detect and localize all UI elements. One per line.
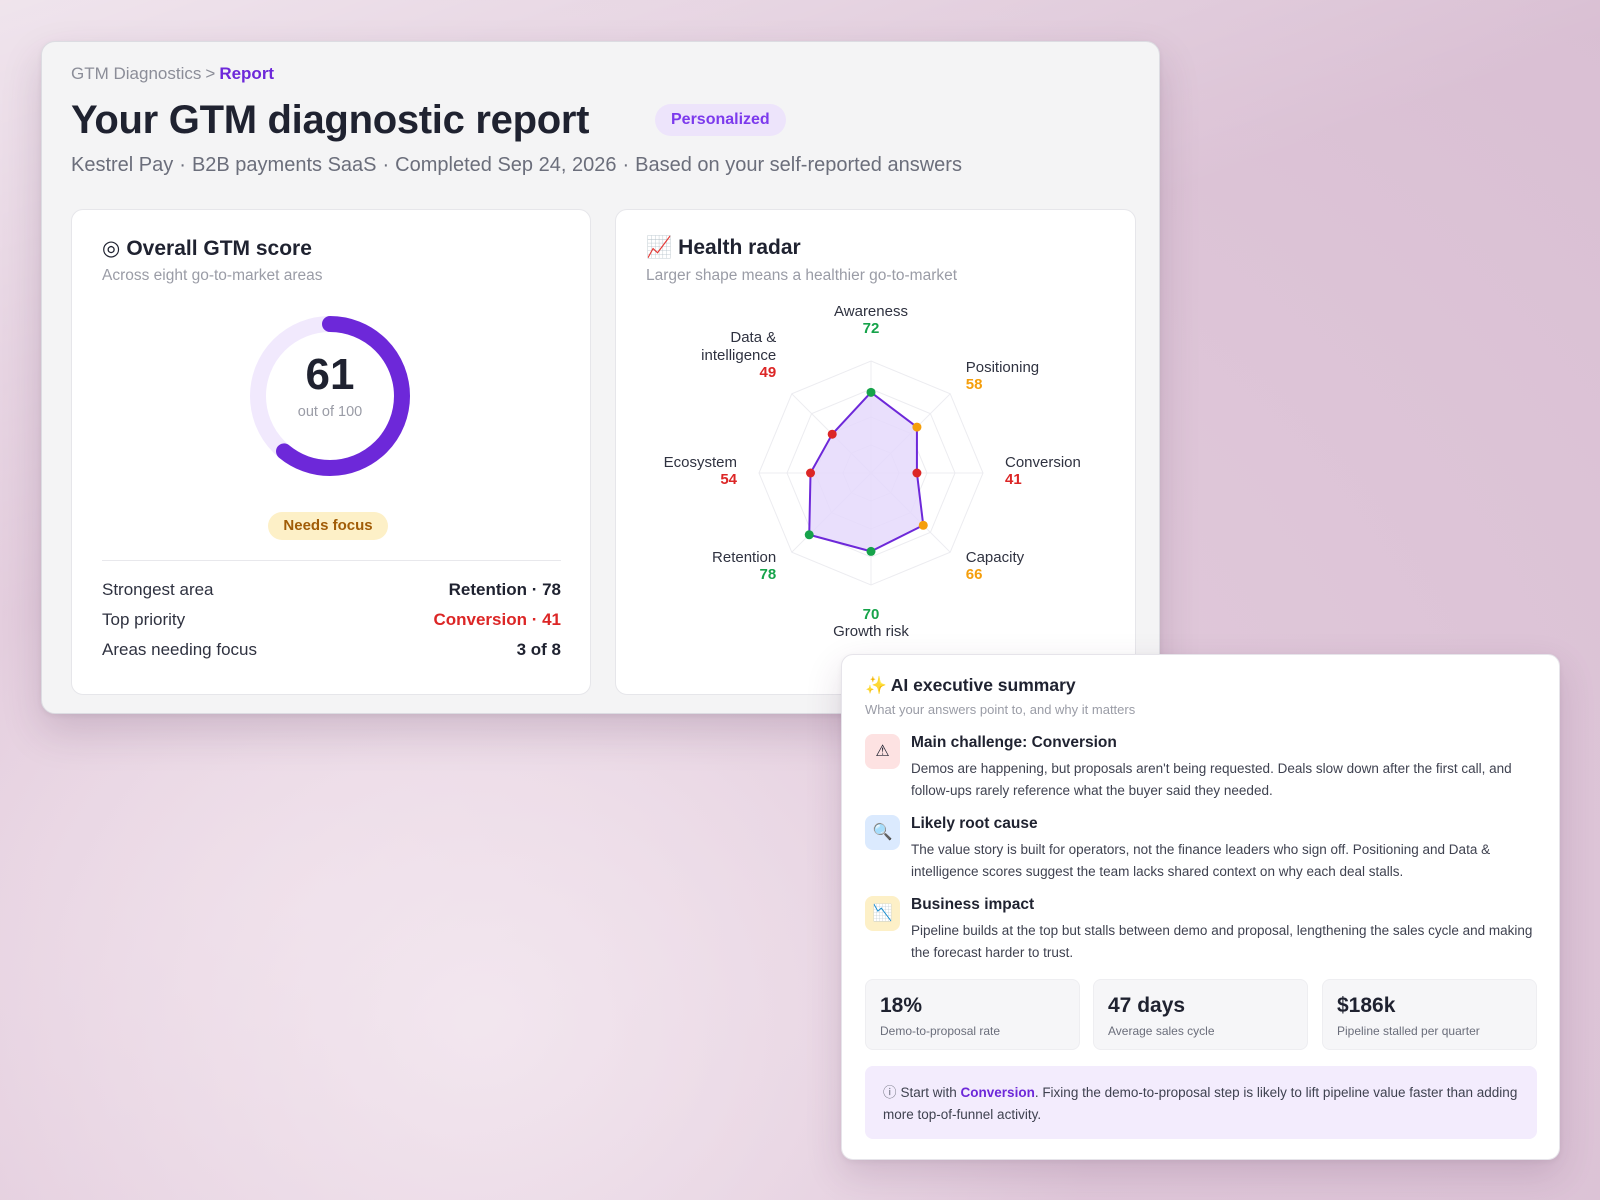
overall-score-card: ◎ Overall GTM score Across eight go-to-ma… <box>71 209 591 695</box>
health-radar-card: 📈 Health radar Larger shape means a healt… <box>615 209 1136 695</box>
radar-value-label: 54 <box>720 471 737 488</box>
breadcrumb-separator: > <box>205 64 216 83</box>
radar-value-label: 70 <box>863 606 880 623</box>
metric-value: 47 days <box>1108 994 1186 1017</box>
company-segment: B2B payments SaaS <box>191 154 377 176</box>
radar-axis-label: Ecosystem <box>664 454 737 471</box>
radar-point <box>918 520 928 530</box>
radar-value-label: 78 <box>760 566 777 583</box>
metric-demo-to-proposal: 18% Demo-to-proposal rate <box>865 979 1080 1050</box>
stat-label: Areas needing focus <box>102 640 257 659</box>
recommendation-callout: ⓘ Start with Conversion. Fixing the demo-… <box>865 1066 1537 1139</box>
radar-axis-label: Retention <box>712 549 776 566</box>
info-icon: ⓘ <box>883 1085 897 1100</box>
warning-icon: ⚠ <box>865 734 900 769</box>
trend-down-icon: 📉 <box>865 896 900 931</box>
score-caption: out of 100 <box>297 404 363 420</box>
callout-highlight: Conversion <box>960 1085 1035 1100</box>
finding-heading: Likely root cause <box>911 815 1038 832</box>
personalized-badge: Personalized <box>655 104 786 136</box>
radar-axis-label: Data & <box>730 329 776 346</box>
stat-label: Strongest area <box>102 580 214 599</box>
sparkles-icon: ✨ <box>865 675 887 695</box>
ai-summary-title: ✨ AI executive summary <box>865 675 1076 696</box>
finding-heading: Business impact <box>911 896 1035 913</box>
top-priority-row: Top priority Conversion · 41 <box>102 610 561 632</box>
breadcrumb: GTM Diagnostics > Report <box>71 64 274 84</box>
callout-prefix: Start with <box>900 1085 957 1100</box>
magnifier-icon: 🔍 <box>865 815 900 850</box>
radar-card-title-text: Health radar <box>678 236 801 259</box>
ai-summary-subtitle: What your answers point to, and why it m… <box>865 702 1136 717</box>
finding-body: Pipeline builds at the top but stalls be… <box>911 923 1533 960</box>
completed-date: Completed Sep 24, 2026 <box>395 154 617 176</box>
gauge-progress-arc <box>250 316 410 476</box>
radar-point <box>806 468 816 478</box>
areas-needing-focus-row: Areas needing focus 3 of 8 <box>102 640 561 662</box>
radar-data-shape <box>808 391 925 553</box>
radar-value-label: 72 <box>863 320 880 337</box>
company-name: Kestrel Pay <box>71 154 174 176</box>
radar-point <box>827 429 837 439</box>
radar-point <box>912 422 922 432</box>
ai-summary-title-text: AI executive summary <box>890 675 1076 695</box>
radar-axis-label: Awareness <box>834 303 908 320</box>
metric-label: Pipeline stalled per quarter <box>1337 1024 1480 1038</box>
stat-value: Retention · 78 <box>448 580 561 599</box>
ai-executive-summary-card: ✨ AI executive summary What your answers … <box>841 654 1560 1160</box>
score-gauge <box>250 316 410 476</box>
breadcrumb-current: Report <box>219 64 275 83</box>
radar-axis-label: Growth risk <box>833 623 909 640</box>
score-card-title-text: Overall GTM score <box>126 237 312 260</box>
metric-pipeline-stalled: $186k Pipeline stalled per quarter <box>1322 979 1537 1050</box>
radar-card-title: 📈 Health radar <box>646 236 801 260</box>
chart-increasing-icon: 📈 <box>646 236 673 259</box>
stat-value: Conversion · 41 <box>433 610 561 629</box>
radar-value-label: 49 <box>760 364 777 381</box>
score-value: 61 <box>305 350 355 399</box>
radar-axis-label: intelligence <box>701 347 776 364</box>
radar-axis-label: Capacity <box>966 549 1025 566</box>
status-badge: Needs focus <box>268 512 388 540</box>
radar-point <box>866 387 876 397</box>
metric-label: Demo-to-proposal rate <box>880 1024 1001 1038</box>
radar-point <box>912 468 922 478</box>
strongest-area-row: Strongest area Retention · 78 <box>102 580 561 602</box>
target-icon: ◎ <box>102 237 121 260</box>
radar-value-label: 66 <box>966 566 983 583</box>
report-window: GTM Diagnostics > Report Your GTM diagnost… <box>41 41 1160 714</box>
data-basis: Based on your self-reported answers <box>635 154 962 176</box>
page-title: Your GTM diagnostic report <box>71 98 590 142</box>
finding-body: Demos are happening, but proposals aren'… <box>911 761 1512 798</box>
radar-point <box>866 546 876 556</box>
radar-axis-label: Positioning <box>966 359 1039 376</box>
metric-value: 18% <box>880 994 923 1017</box>
metric-sales-cycle: 47 days Average sales cycle <box>1093 979 1308 1050</box>
score-card-title: ◎ Overall GTM score <box>102 236 312 261</box>
radar-card-subtitle: Larger shape means a healthier go-to-mar… <box>646 267 958 284</box>
meta-dot: · <box>382 154 390 176</box>
breadcrumb-parent-link[interactable]: GTM Diagnostics <box>71 64 202 83</box>
score-card-subtitle: Across eight go-to-market areas <box>102 267 323 284</box>
meta-dot: · <box>179 154 186 176</box>
finding-heading: Main challenge: Conversion <box>911 734 1117 751</box>
meta-dot: · <box>622 154 630 176</box>
metric-value: $186k <box>1337 994 1396 1017</box>
radar-point <box>804 530 814 540</box>
radar-value-label: 41 <box>1005 471 1022 488</box>
stat-value: 3 of 8 <box>516 640 561 659</box>
report-meta: Kestrel Pay · B2B payments SaaS · Completed … <box>71 154 962 177</box>
metric-label: Average sales cycle <box>1108 1024 1215 1038</box>
radar-axis-label: Conversion <box>1005 454 1081 471</box>
finding-body: The value story is built for operators, … <box>911 842 1491 879</box>
divider <box>102 560 561 561</box>
radar-value-label: 58 <box>966 376 983 393</box>
stat-label: Top priority <box>102 610 186 629</box>
callout-suffix: . Fixing the demo-to-proposal step is li… <box>883 1085 1518 1122</box>
